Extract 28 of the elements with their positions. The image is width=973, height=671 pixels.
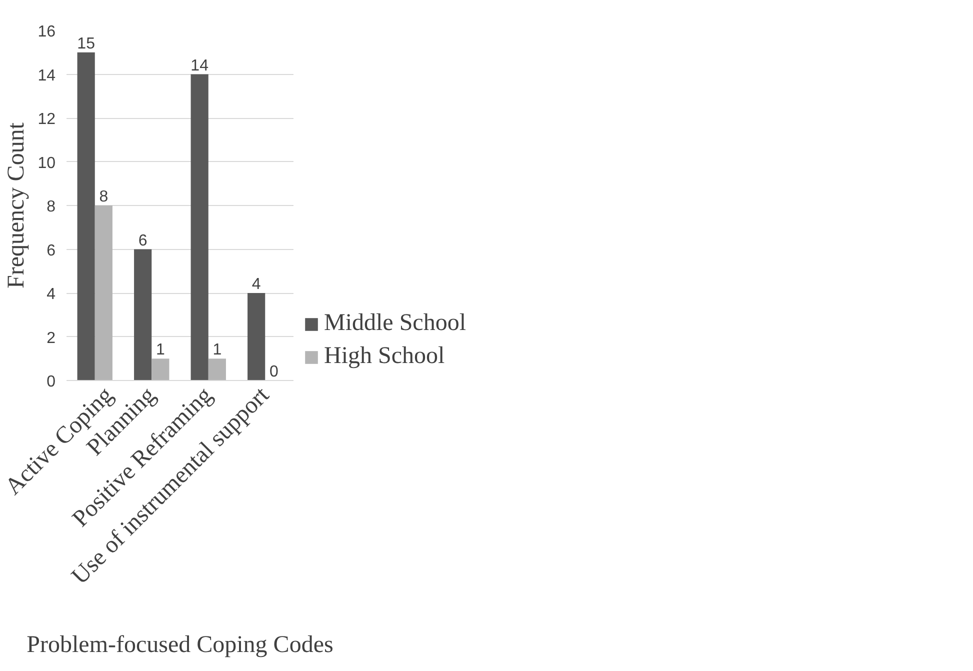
y-axis-title: Frequency Count	[4, 122, 30, 288]
y-tick-label: 10	[38, 154, 56, 172]
bar	[134, 249, 152, 380]
y-tick-label: 8	[46, 198, 56, 216]
bar	[248, 293, 266, 380]
data-label: 1	[212, 342, 222, 359]
y-tick-label: 6	[46, 242, 56, 260]
data-label: 15	[77, 35, 96, 52]
x-axis-title: Problem-focused Coping Codes	[26, 632, 334, 658]
data-label: 4	[252, 276, 261, 293]
y-tick-label: 4	[46, 286, 56, 303]
bar	[208, 358, 226, 380]
y-tick-label: 16	[38, 24, 56, 40]
y-tick-label: 2	[46, 330, 56, 347]
bar	[152, 358, 170, 380]
y-tick-label: 12	[38, 111, 56, 128]
data-label: 8	[99, 188, 108, 206]
data-label: 1	[156, 342, 165, 359]
bar	[94, 206, 112, 380]
legend-label: Middle School	[324, 310, 466, 337]
y-tick-label: 14	[38, 67, 56, 84]
data-label: 14	[190, 57, 209, 74]
data-label: 6	[138, 232, 148, 250]
data-label: 0	[269, 364, 278, 380]
legend-label: High School	[324, 343, 445, 370]
y-tick-label: 0	[46, 374, 56, 390]
bar	[77, 52, 95, 380]
bar	[190, 74, 208, 380]
